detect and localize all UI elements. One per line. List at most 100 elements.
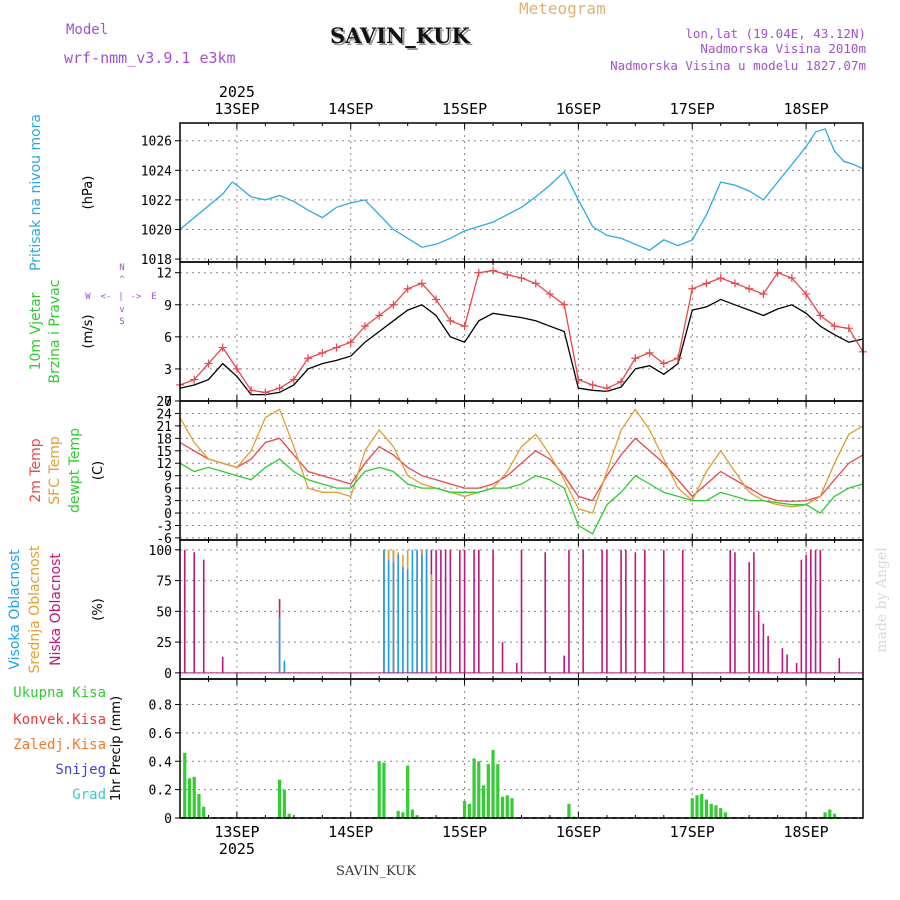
year-label: 2025 [219,83,255,101]
precip-bar [510,798,514,818]
legend-entry: Grad [72,787,106,803]
y-tick-label: 100 [149,544,172,559]
gust-marker [716,274,725,283]
compass-center: | [118,292,123,302]
precip-bar [467,803,471,818]
gust-marker [403,284,412,293]
y-tick-label: 18 [156,432,172,447]
precip-bar [382,762,386,818]
y-axis-label: Srednja Oblacnost [27,545,43,673]
gust-marker [560,300,569,309]
y-axis-label: (%) [91,598,106,621]
elevation: Nadmorska Visina 2010m [700,41,866,56]
legend-entry: Snijeg [55,762,106,778]
precip-bar [723,812,728,818]
panel-frame [179,678,864,819]
precip-bar [462,800,467,818]
day-label: 14SEP [328,100,373,118]
y-tick-label: 0 [164,395,172,410]
panel-precip: 0 0.2 0.4 0.6 0.8 [149,678,864,827]
y-tick-label: 24 [156,407,172,422]
y-tick-label: 6 [164,482,172,497]
y-tick-label: -3 [156,519,172,534]
precip-bar [496,764,500,818]
gust-marker [816,311,825,320]
day-label: 17SEP [670,823,715,841]
gust-marker [432,295,441,304]
y-axis-label: dewpt Temp [67,428,83,513]
wind-compass: W <- | -> E N ^ vS [85,263,156,327]
gust-marker [517,274,526,283]
y-tick-label: 6 [164,331,172,346]
gust-marker [190,375,199,384]
axis-labels-wind: 10m Vjetar Brzina i Pravac (m/s) [28,280,96,384]
gust-marker [460,322,469,331]
precip-bar [500,796,505,818]
y-tick-label: 9 [164,470,172,485]
gust-marker [289,375,298,384]
gust-marker [218,343,227,352]
axis-labels-temperature: 2m Temp SFC Temp dewpt Temp (C) [28,428,106,513]
gust-marker [844,324,853,333]
y-axis-label: (C) [91,461,106,480]
gust-marker [688,284,697,293]
series-line [179,128,864,251]
y-tick-label: 1022 [141,194,172,209]
panel-frame [179,122,864,263]
y-tick-label: 21 [156,420,172,435]
day-label: 18SEP [784,823,829,841]
precip-bar [486,764,490,818]
precip-bar [695,795,699,818]
gust-marker [417,279,426,288]
y-axis-label: 10m Vjetar [28,292,44,370]
precip-bar [197,793,201,818]
precip-bar [823,812,827,818]
compass-e: E [151,292,156,302]
precip-bar [396,810,400,818]
watermark: made by Angel [874,547,890,653]
gust-marker [304,354,313,363]
gust-marker [531,279,540,288]
precip-bar [714,805,718,818]
gust-marker [574,375,583,384]
gust-marker [503,270,512,279]
gust-marker [545,290,554,299]
precip-bar [690,798,694,818]
day-label: 15SEP [442,100,487,118]
y-tick-label: 1018 [141,253,172,268]
compass-arrow: -> [131,292,142,302]
compass-n: N [119,263,124,273]
gust-marker [730,279,739,288]
panel-wind: 0 3 6 9 12 [156,261,867,410]
precip-legend: 1hr Precip (mm)Ukupna Kisa Konvek.Kisa Zal… [13,685,124,803]
panel-pressure: 1018 1020 1022 1024 1026 [141,122,864,268]
precip-bar [377,761,381,818]
series-line [179,437,864,503]
y-tick-label: 15 [156,445,172,460]
y-axis-label: Visoka Oblacnost [7,549,23,670]
gust-marker [745,284,754,293]
gust-marker [674,354,683,363]
gust-marker [617,377,626,386]
gust-marker [489,266,498,275]
precip-bar [832,813,837,818]
gust-marker [759,290,768,299]
precip-bar [287,813,291,818]
model-label: Model [66,22,108,38]
lonlat: lon,lat (19.04E, 43.12N) [685,26,866,41]
y-tick-label: 12 [156,457,172,472]
precip-bar [505,795,509,818]
y-axis-label: Niska Oblacnost [48,553,64,666]
compass-s: S [119,317,124,327]
model-elevation: Nadmorska Visina u modelu 1827.07m [610,58,866,73]
gust-marker [830,322,839,331]
day-label: 16SEP [556,823,601,841]
panel-frame [179,400,864,541]
y-tick-label: 0.6 [149,727,172,742]
gust-marker [360,322,369,331]
gust-marker [332,343,341,352]
gust-marker [588,380,597,389]
gust-marker [346,338,355,347]
panel-frame [179,261,864,402]
